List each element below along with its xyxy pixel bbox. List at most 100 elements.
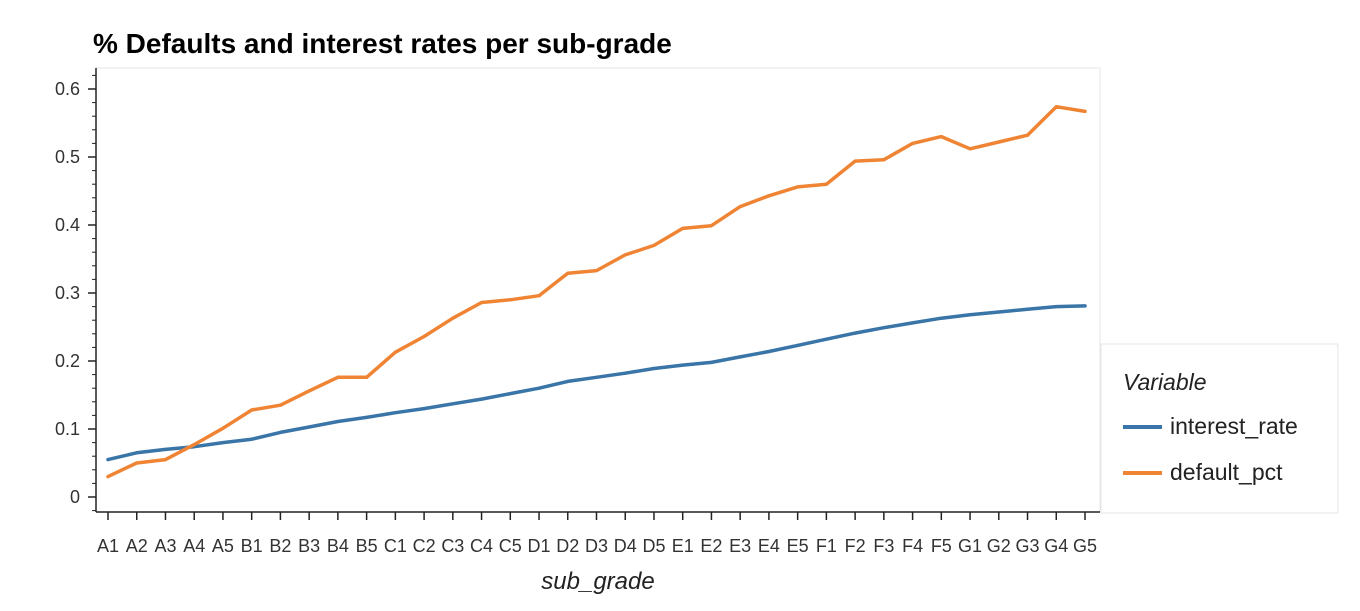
data-point-interest-rate xyxy=(681,363,685,367)
data-point-interest-rate xyxy=(652,366,656,371)
data-point-default-pct xyxy=(479,300,484,305)
y-tick-label: 0.1 xyxy=(55,419,80,439)
x-tick-label: E4 xyxy=(758,536,780,556)
x-tick-label: G2 xyxy=(987,536,1011,556)
data-point-default-pct xyxy=(422,334,426,339)
x-tick-label: B2 xyxy=(269,536,291,556)
data-point-interest-rate xyxy=(106,458,110,462)
x-tick-label: E3 xyxy=(729,536,751,556)
data-point-default-pct xyxy=(566,271,570,275)
data-point-default-pct xyxy=(824,182,828,186)
data-point-default-pct xyxy=(192,443,196,447)
data-point-interest-rate xyxy=(451,402,455,406)
legend-label-default-pct: default_pct xyxy=(1170,459,1283,485)
y-tick-label: 0.4 xyxy=(55,215,80,235)
data-point-default-pct xyxy=(738,205,742,209)
x-tick-label: D3 xyxy=(585,536,608,556)
x-tick-label: D1 xyxy=(528,536,551,556)
x-tick-label: B4 xyxy=(327,536,349,556)
data-point-interest-rate xyxy=(709,360,714,364)
data-point-default-pct xyxy=(163,458,168,462)
data-point-interest-rate xyxy=(422,407,426,411)
data-point-default-pct xyxy=(853,159,857,163)
x-tick-label: E2 xyxy=(700,536,722,556)
data-point-default-pct xyxy=(652,243,656,247)
x-tick-label: G1 xyxy=(958,536,982,556)
data-point-interest-rate xyxy=(796,343,800,347)
data-point-interest-rate xyxy=(997,310,1001,314)
data-point-default-pct xyxy=(106,475,110,479)
data-point-default-pct xyxy=(1083,109,1087,114)
chart-title: % Defaults and interest rates per sub-gr… xyxy=(93,28,672,59)
x-tick-label: G4 xyxy=(1044,536,1068,556)
x-tick-label: C1 xyxy=(384,536,407,556)
x-tick-label: A3 xyxy=(154,536,176,556)
x-tick-label: A2 xyxy=(126,536,148,556)
data-point-default-pct xyxy=(939,135,943,139)
data-point-interest-rate xyxy=(853,331,857,335)
x-tick-label: D5 xyxy=(642,536,665,556)
data-point-interest-rate xyxy=(738,355,742,359)
data-point-interest-rate xyxy=(307,425,311,429)
data-point-default-pct xyxy=(451,316,455,320)
data-point-interest-rate xyxy=(278,430,283,434)
data-point-interest-rate xyxy=(968,313,972,317)
x-tick-label: B3 xyxy=(298,536,320,556)
x-tick-label: E5 xyxy=(787,536,809,556)
y-tick-label: 0.2 xyxy=(55,351,80,371)
data-point-default-pct xyxy=(623,253,627,257)
y-axis: 0 0.1 0.2 0.3 0.4 0.5 0.6 xyxy=(55,68,97,512)
data-point-default-pct xyxy=(336,375,340,379)
y-tick-label: 0.5 xyxy=(55,147,80,167)
data-point-interest-rate xyxy=(336,419,340,424)
data-point-default-pct xyxy=(135,461,139,465)
data-point-default-pct xyxy=(594,268,599,273)
data-point-default-pct xyxy=(365,375,369,379)
y-tick-label: 0.6 xyxy=(55,79,80,99)
data-point-default-pct xyxy=(250,408,254,412)
legend-label-interest-rate: interest_rate xyxy=(1170,413,1298,439)
data-point-interest-rate xyxy=(882,326,886,330)
x-tick-label: F4 xyxy=(902,536,923,556)
data-point-interest-rate xyxy=(623,371,627,375)
x-tick-label: C4 xyxy=(470,536,493,556)
data-point-interest-rate xyxy=(508,392,512,396)
x-tick-label: A4 xyxy=(183,536,205,556)
data-point-default-pct xyxy=(307,389,311,393)
data-point-default-pct xyxy=(997,140,1001,144)
data-point-default-pct xyxy=(681,226,685,230)
x-tick-label: B1 xyxy=(241,536,263,556)
data-point-interest-rate xyxy=(537,386,541,390)
data-point-default-pct xyxy=(278,403,283,407)
x-tick-label: F5 xyxy=(931,536,952,556)
x-tick-label: E1 xyxy=(672,536,694,556)
data-point-default-pct xyxy=(709,224,714,228)
data-point-default-pct xyxy=(1054,105,1058,109)
data-point-interest-rate xyxy=(566,379,570,383)
x-tick-label: F1 xyxy=(816,536,837,556)
data-point-default-pct xyxy=(1025,133,1030,137)
data-point-interest-rate xyxy=(1054,305,1058,309)
x-tick-label: A5 xyxy=(212,536,234,556)
data-point-interest-rate xyxy=(221,441,225,445)
x-axis: A1 A2 A3 A4 A5 B1 B2 B3 B4 B5 C1 C2 C3 C4 C5 D1 D2 D3 D4 D5… xyxy=(96,511,1100,556)
x-tick-label: A1 xyxy=(97,536,119,556)
data-point-default-pct xyxy=(796,185,800,189)
data-point-default-pct xyxy=(767,194,771,198)
data-point-default-pct xyxy=(508,298,512,302)
data-point-interest-rate xyxy=(1083,304,1087,308)
data-point-interest-rate xyxy=(594,375,599,379)
x-tick-label: D2 xyxy=(556,536,579,556)
plot-area xyxy=(95,67,1101,513)
x-tick-label: G5 xyxy=(1073,536,1097,556)
data-point-interest-rate xyxy=(163,447,168,451)
data-point-interest-rate xyxy=(1025,307,1030,311)
data-point-default-pct xyxy=(221,426,225,430)
data-point-default-pct xyxy=(393,350,397,354)
data-point-interest-rate xyxy=(250,437,254,441)
x-axis-title: sub_grade xyxy=(541,568,654,595)
data-point-interest-rate xyxy=(393,411,397,415)
data-point-interest-rate xyxy=(910,321,915,325)
data-point-interest-rate xyxy=(824,337,828,341)
